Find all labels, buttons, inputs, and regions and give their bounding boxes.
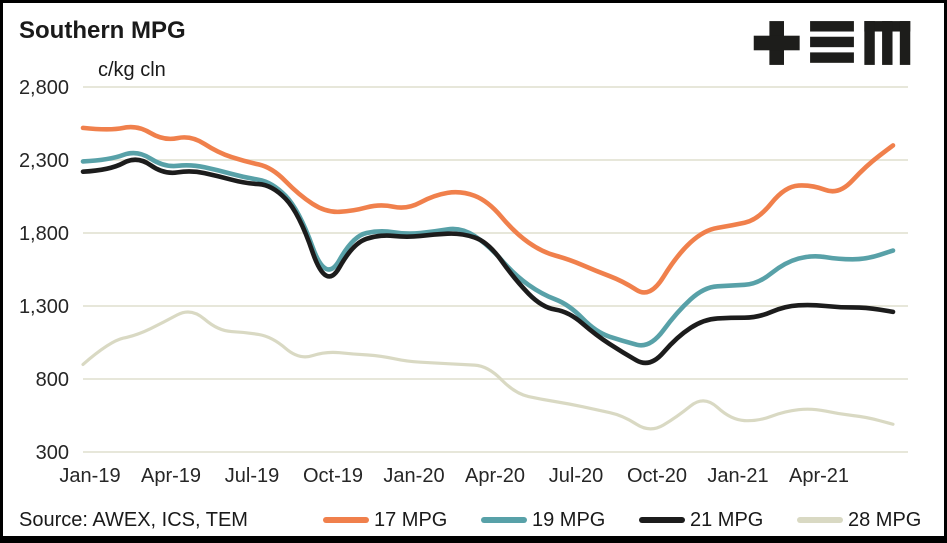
x-axis-tick-labels: Jan-19 Apr-19 Jul-19 Oct-19 Jan-20 Apr-20 Jul-…	[59, 465, 849, 487]
y-axis-tick-labels: 300 800 1,300 1,800 2,300 2,800	[19, 77, 69, 464]
x-tick-label: Jan-20	[383, 465, 444, 487]
series-line-28mpg	[81, 310, 895, 431]
x-tick-label: Oct-20	[627, 465, 687, 487]
tem-logo-m-icon	[864, 21, 911, 65]
x-tick-label: Jan-21	[707, 465, 768, 487]
legend-item-17mpg: 17 MPG	[323, 506, 447, 534]
y-tick-label: 800	[36, 369, 69, 391]
gridlines	[83, 86, 908, 453]
x-tick-label: Apr-21	[789, 465, 849, 487]
legend-item-28mpg: 28 MPG	[797, 506, 921, 534]
series-line-21mpg	[80, 157, 896, 366]
page-title: Southern MPG	[19, 17, 186, 44]
x-tick-label: Jul-19	[225, 465, 279, 487]
legend-swatch-21mpg-icon	[639, 517, 685, 523]
line-chart: 300 800 1,300 1,800 2,300 2,800 Jan-19 Apr-19 Ju…	[19, 77, 908, 487]
legend-swatch-19mpg-icon	[481, 517, 527, 523]
x-tick-label: Jul-20	[549, 465, 603, 487]
x-tick-label: Apr-20	[465, 465, 525, 487]
legend-swatch-17mpg-icon	[323, 517, 369, 523]
tem-logo-plus-icon	[753, 21, 800, 65]
axis-unit-label: c/kg cln	[98, 59, 166, 81]
series-line-19mpg	[80, 150, 896, 348]
legend-swatch-28mpg-icon	[797, 517, 843, 523]
series-line-17mpg	[80, 124, 896, 295]
x-tick-label: Jan-19	[59, 465, 120, 487]
source-text: Source: AWEX, ICS, TEM	[19, 509, 248, 531]
y-tick-label: 2,800	[19, 77, 69, 99]
y-tick-label: 300	[36, 442, 69, 464]
legend-item-21mpg: 21 MPG	[639, 506, 763, 534]
y-tick-label: 1,800	[19, 223, 69, 245]
y-tick-label: 2,300	[19, 150, 69, 172]
x-tick-label: Oct-19	[303, 465, 363, 487]
x-tick-label: Apr-19	[141, 465, 201, 487]
tem-logo-bars-icon	[810, 21, 854, 63]
legend-item-19mpg: 19 MPG	[481, 506, 605, 534]
tem-logo	[753, 21, 911, 65]
legend-label-21mpg: 21 MPG	[690, 508, 764, 531]
legend-label-19mpg: 19 MPG	[532, 508, 606, 531]
legend: 17 MPG 19 MPG 21 MPG 28 MPG	[3, 506, 944, 536]
legend-label-28mpg: 28 MPG	[848, 508, 922, 531]
y-tick-label: 1,300	[19, 296, 69, 318]
legend-label-17mpg: 17 MPG	[374, 508, 448, 531]
